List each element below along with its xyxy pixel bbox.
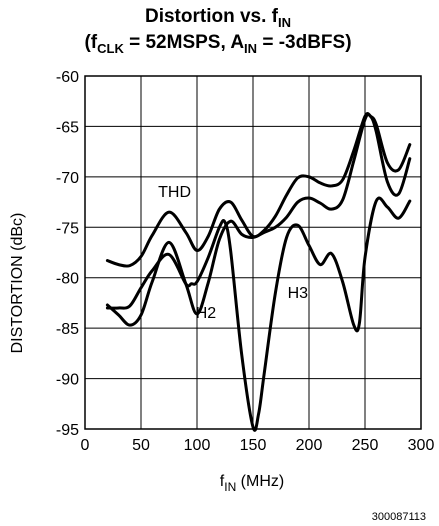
y-tick-label: -70 bbox=[56, 170, 79, 187]
grid bbox=[85, 76, 421, 429]
x-tick-label: 0 bbox=[81, 437, 90, 454]
y-tick-label: -80 bbox=[56, 271, 79, 288]
x-tick-label: 200 bbox=[296, 437, 323, 454]
annotation-h2: H2 bbox=[196, 305, 217, 322]
series-line-h2 bbox=[105, 112, 412, 327]
series-lines bbox=[105, 111, 412, 432]
x-tick-labels: 0 50 100 150 200 250 300 bbox=[81, 437, 435, 454]
x-axis-label: fIN (MHz) bbox=[220, 473, 284, 494]
y-tick-label: -95 bbox=[56, 422, 79, 439]
y-tick-label: -65 bbox=[56, 119, 79, 136]
chart-subtitle: (fCLK = 52MSPS, AIN = -3dBFS) bbox=[84, 32, 351, 56]
y-tick-label: -60 bbox=[56, 69, 79, 86]
y-tick-labels: -60 -65 -70 -75 -80 -85 -90 -95 bbox=[56, 69, 79, 439]
x-tick-label: 300 bbox=[408, 437, 435, 454]
series-line-h3 bbox=[105, 196, 412, 432]
series-line-thd bbox=[105, 111, 412, 268]
x-tick-label: 250 bbox=[352, 437, 379, 454]
series-annotations: THD H2 H3 bbox=[158, 184, 308, 322]
annotation-thd: THD bbox=[158, 184, 191, 201]
figure-id: 300087113 bbox=[372, 511, 426, 523]
y-axis-label: DISTORTION (dBc) bbox=[9, 213, 26, 354]
chart-title: Distortion vs. fIN bbox=[145, 6, 291, 30]
annotation-h3: H3 bbox=[288, 285, 309, 302]
y-tick-label: -90 bbox=[56, 372, 79, 389]
x-tick-label: 100 bbox=[184, 437, 211, 454]
y-tick-label: -75 bbox=[56, 220, 79, 237]
x-tick-label: 50 bbox=[132, 437, 150, 454]
y-tick-label: -85 bbox=[56, 321, 79, 338]
x-tick-label: 150 bbox=[240, 437, 267, 454]
